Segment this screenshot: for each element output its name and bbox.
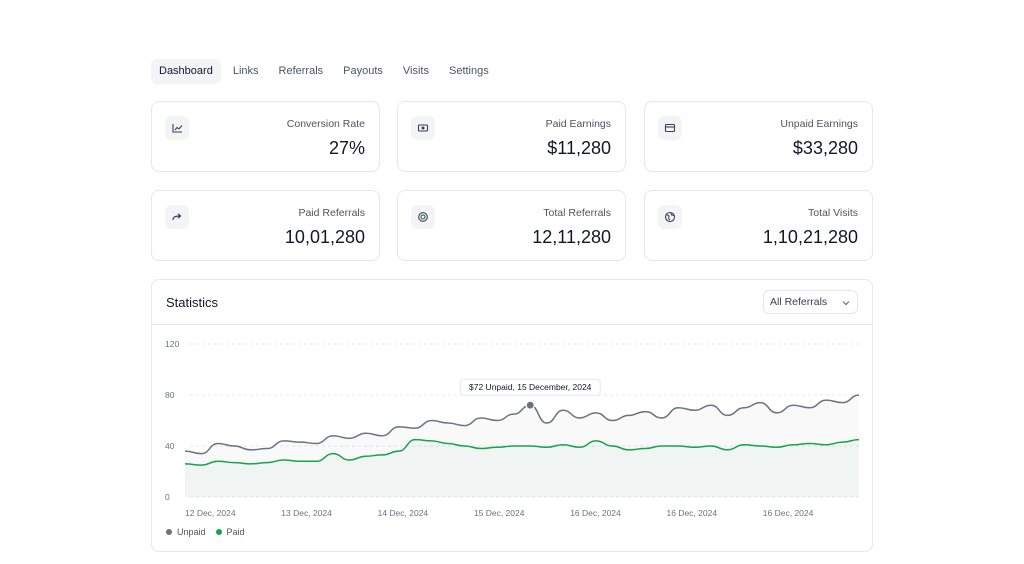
legend-item-unpaid: Unpaid — [166, 527, 206, 537]
x-tick-label: 16 Dec, 2024 — [570, 508, 621, 518]
referral-filter-select[interactable]: All Referrals — [763, 290, 858, 314]
y-tick-label: 80 — [165, 390, 175, 400]
series-line-paid — [184, 438, 860, 466]
y-tick-label: 120 — [165, 339, 179, 349]
x-tick-label: 12 Dec, 2024 — [185, 508, 236, 518]
stat-card-paid-earnings: Paid Earnings $11,280 — [397, 101, 626, 172]
statistics-line-chart: 0 40 80 120 12 Dec, 2024 13 Dec, 2024 14 Dec, … — [165, 339, 860, 518]
stat-label: Paid Referrals — [298, 207, 365, 219]
stat-label: Conversion Rate — [286, 118, 365, 130]
series-line-unpaid — [184, 394, 860, 455]
x-tick-label: 14 Dec, 2024 — [378, 508, 429, 518]
tab-links[interactable]: Links — [232, 65, 259, 77]
tab-dashboard[interactable]: Dashboard — [151, 59, 221, 84]
stat-value: $11,280 — [547, 138, 611, 158]
tab-payouts[interactable]: Payouts — [343, 65, 383, 77]
legend-dot — [215, 529, 222, 535]
stat-card-total-referrals: Total Referrals 12,11,280 — [397, 190, 626, 261]
tab-settings[interactable]: Settings — [448, 65, 489, 77]
stat-label: Total Visits — [808, 207, 858, 219]
tooltip-text: $72 Unpaid, 15 December, 2024 — [469, 382, 592, 392]
x-tick-label: 16 Dec, 2024 — [763, 508, 814, 518]
banknote-icon — [411, 116, 435, 140]
legend-label: Unpaid — [177, 527, 206, 537]
stat-label: Paid Earnings — [545, 118, 611, 130]
x-tick-label: 15 Dec, 2024 — [474, 508, 525, 518]
legend-label: Paid — [226, 527, 245, 537]
wallet-icon — [658, 116, 682, 140]
stat-card-total-visits: Total Visits 1,10,21,280 — [644, 190, 873, 261]
highlight-point — [525, 400, 535, 410]
x-tick-label: 16 Dec, 2024 — [667, 508, 718, 518]
stat-card-paid-referrals: Paid Referrals 10,01,280 — [151, 190, 380, 261]
stat-value: $33,280 — [792, 138, 858, 158]
forward-arrow-icon — [165, 205, 189, 229]
stat-value: 27% — [328, 138, 365, 158]
stat-label: Total Referrals — [543, 207, 611, 219]
tab-referrals[interactable]: Referrals — [278, 65, 324, 77]
legend-item-paid: Paid — [215, 527, 245, 537]
referral-filter-value: All Referrals — [770, 296, 828, 308]
y-tick-label: 40 — [165, 441, 175, 451]
chart-line-icon — [165, 116, 189, 140]
statistics-panel: Statistics All Referrals 0 40 80 120 12 Dec,… — [151, 279, 873, 552]
refresh-circle-icon — [411, 205, 435, 229]
stat-value: 10,01,280 — [284, 227, 365, 247]
globe-icon — [658, 205, 682, 229]
stat-card-unpaid-earnings: Unpaid Earnings $33,280 — [644, 101, 873, 172]
statistics-title: Statistics — [166, 295, 219, 310]
series-area-paid — [185, 439, 859, 497]
stat-value: 1,10,21,280 — [762, 227, 858, 247]
tooltip-box — [459, 378, 601, 396]
stat-card-conversion-rate: Conversion Rate 27% — [151, 101, 380, 172]
y-tick-label: 0 — [165, 492, 170, 502]
x-tick-label: 13 Dec, 2024 — [281, 508, 332, 518]
stat-label: Unpaid Earnings — [780, 118, 858, 130]
nav-tabs: Dashboard Links Referrals Payouts Visits Sett… — [151, 59, 497, 84]
stat-value: 12,11,280 — [532, 227, 611, 247]
chart-legend: Unpaid Paid — [166, 527, 245, 537]
statistics-header: Statistics All Referrals — [152, 280, 872, 325]
tab-visits[interactable]: Visits — [402, 65, 429, 77]
legend-dot — [166, 529, 172, 535]
chevron-down-icon — [842, 301, 850, 306]
